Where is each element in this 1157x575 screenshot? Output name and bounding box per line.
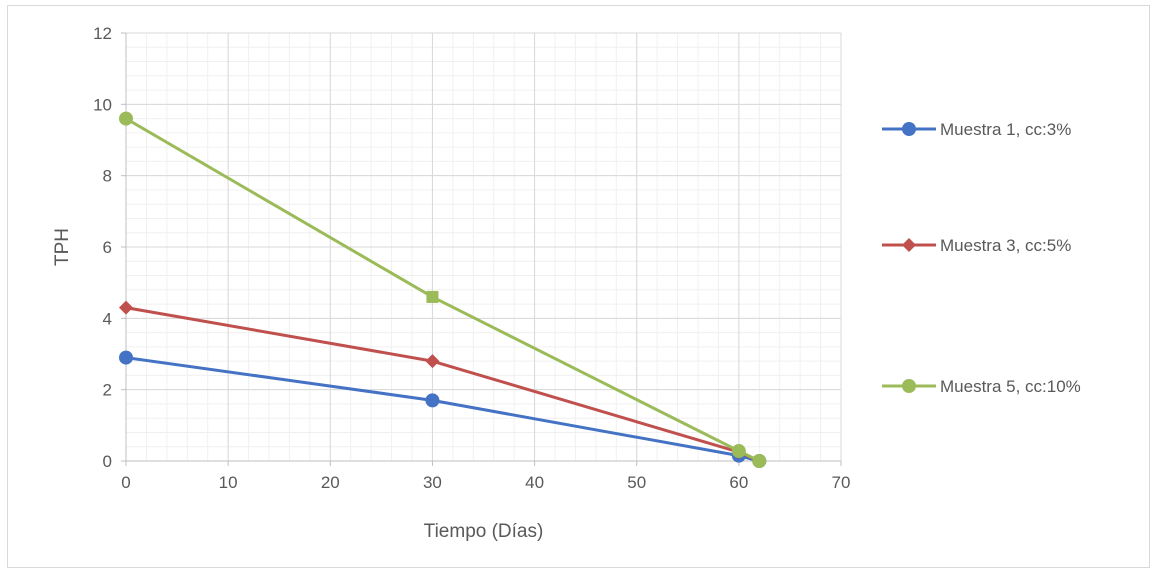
data-point <box>731 444 746 459</box>
x-tick-label: 30 <box>423 473 442 492</box>
legend-entry: Muestra 5, cc:10% <box>882 377 1081 396</box>
x-axis-title: Tiempo (Días) <box>424 521 544 542</box>
axes <box>121 32 842 466</box>
series-1 <box>119 350 767 468</box>
x-tick-label: 60 <box>729 473 748 492</box>
legend-entry: Muestra 3, cc:5% <box>882 236 1071 255</box>
legend-entry: Muestra 1, cc:3% <box>882 120 1071 139</box>
data-point <box>425 354 440 369</box>
x-tick-label: 50 <box>627 473 646 492</box>
y-tick-label: 10 <box>93 95 112 114</box>
legend-swatch-marker <box>902 122 916 136</box>
x-tick-labels: 0 10 20 30 40 50 60 70 <box>121 473 850 492</box>
legend-label: Muestra 3, cc:5% <box>940 236 1071 255</box>
x-tick-label: 10 <box>219 473 238 492</box>
x-tick-label: 40 <box>525 473 544 492</box>
y-tick-label: 8 <box>103 167 112 186</box>
y-axis-title: TPH <box>52 228 73 266</box>
series-line <box>124 117 761 463</box>
legend-label: Muestra 5, cc:10% <box>940 377 1081 396</box>
data-point <box>426 290 439 303</box>
y-tick-label: 2 <box>103 381 112 400</box>
major-gridlines <box>125 32 842 462</box>
legend-swatch-marker <box>902 379 916 393</box>
x-tick-label: 70 <box>832 473 851 492</box>
legend-swatch-marker <box>902 238 916 252</box>
series-layer <box>119 111 767 468</box>
data-point <box>752 454 767 468</box>
data-point <box>425 393 440 408</box>
data-point <box>119 300 133 315</box>
y-tick-label: 6 <box>103 238 112 257</box>
y-tick-labels: 0 2 4 6 8 10 12 <box>93 24 112 471</box>
chart-frame: 0 10 20 30 40 50 60 70 0 2 4 6 8 10 12 Tiempo (Días) … <box>7 5 1150 568</box>
series-line <box>124 306 761 463</box>
y-tick-label: 12 <box>93 24 112 43</box>
x-tick-label: 20 <box>321 473 340 492</box>
x-tick-label: 0 <box>121 473 130 492</box>
y-tick-label: 4 <box>103 309 112 328</box>
data-point <box>119 350 133 365</box>
legend: Muestra 1, cc:3% Muestra 3, cc:5% Muestra … <box>882 120 1081 396</box>
data-point <box>119 111 133 126</box>
series-3 <box>119 111 767 468</box>
y-tick-label: 0 <box>103 452 112 471</box>
series-line <box>124 356 761 463</box>
legend-label: Muestra 1, cc:3% <box>940 120 1071 139</box>
